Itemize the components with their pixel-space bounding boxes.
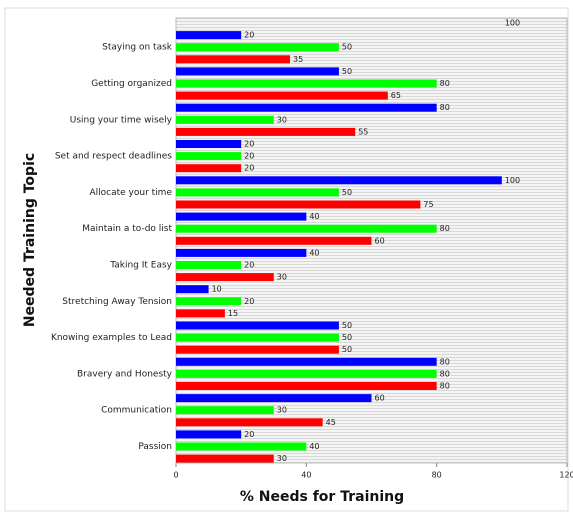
value-label: 20 bbox=[244, 297, 254, 306]
bar bbox=[176, 442, 307, 451]
y-tick-label: Maintain a to-do list bbox=[82, 224, 172, 234]
bar bbox=[176, 152, 242, 161]
bar bbox=[176, 67, 339, 76]
bar bbox=[176, 140, 242, 148]
frame bbox=[4, 7, 569, 512]
bar bbox=[176, 55, 291, 64]
x-tick-label: 40 bbox=[301, 471, 311, 480]
bar bbox=[176, 273, 274, 282]
bar bbox=[176, 321, 339, 330]
value-label: 50 bbox=[342, 345, 352, 354]
bar bbox=[176, 236, 372, 245]
value-label: 60 bbox=[375, 394, 385, 403]
x-tick-label: 80 bbox=[432, 471, 442, 480]
y-axis-title: Needed Training Topic bbox=[22, 153, 38, 327]
value-label: 80 bbox=[440, 357, 450, 366]
bar bbox=[176, 418, 323, 427]
value-label: 40 bbox=[309, 248, 319, 257]
value-label: 80 bbox=[440, 224, 450, 233]
bar bbox=[176, 248, 307, 257]
bar bbox=[176, 200, 421, 209]
value-label: 55 bbox=[358, 127, 368, 136]
bar bbox=[176, 285, 209, 294]
value-label: 35 bbox=[293, 55, 303, 64]
value-label: 50 bbox=[342, 321, 352, 330]
bar bbox=[176, 212, 307, 221]
value-label: 30 bbox=[277, 273, 287, 282]
y-tick-label: Getting organized bbox=[91, 79, 172, 89]
value-label: 50 bbox=[342, 333, 352, 342]
value-label: 50 bbox=[342, 188, 352, 197]
y-tick-label: Bravery and Honesty bbox=[77, 369, 173, 379]
x-tick-label: 0 bbox=[173, 471, 178, 480]
value-label: 60 bbox=[375, 236, 385, 245]
bar bbox=[176, 430, 242, 439]
value-label: 50 bbox=[342, 67, 352, 76]
value-label: 80 bbox=[440, 382, 450, 391]
bar bbox=[176, 224, 437, 233]
value-label: 15 bbox=[228, 309, 238, 318]
bar bbox=[176, 357, 437, 366]
value-label: 40 bbox=[309, 212, 319, 221]
bar bbox=[176, 394, 372, 403]
value-label: 20 bbox=[244, 140, 254, 149]
bar bbox=[176, 261, 242, 269]
value-label: 20 bbox=[244, 31, 254, 40]
y-tick-label: Stretching Away Tension bbox=[62, 297, 172, 307]
value-label: 40 bbox=[309, 442, 319, 451]
value-label: 30 bbox=[277, 454, 287, 463]
value-label: 100 bbox=[505, 176, 520, 185]
value-label: 50 bbox=[342, 43, 352, 52]
y-tick-label: Allocate your time bbox=[90, 188, 173, 198]
bars bbox=[176, 31, 502, 463]
bar bbox=[176, 115, 274, 124]
y-tick-label: Set and respect deadlines bbox=[55, 152, 172, 162]
value-label: 30 bbox=[277, 115, 287, 124]
y-tick-label: Knowing examples to Lead bbox=[51, 333, 172, 343]
bar bbox=[176, 297, 242, 306]
bar bbox=[176, 309, 225, 318]
value-label: 10 bbox=[212, 285, 222, 294]
y-tick-label: Taking It Easy bbox=[109, 261, 172, 271]
bar bbox=[176, 127, 356, 136]
bar bbox=[176, 91, 388, 100]
value-label: 65 bbox=[391, 91, 401, 100]
value-label: 80 bbox=[440, 103, 450, 112]
x-axis-title: % Needs for Training bbox=[240, 489, 404, 505]
value-label: 80 bbox=[440, 369, 450, 378]
value-label: 20 bbox=[244, 164, 254, 173]
value-label: 30 bbox=[277, 406, 287, 415]
bar bbox=[176, 406, 274, 415]
value-label: 45 bbox=[326, 418, 336, 427]
bar bbox=[176, 43, 339, 52]
bar bbox=[176, 345, 339, 354]
x-tick-label: 120 bbox=[559, 471, 573, 480]
bar bbox=[176, 176, 502, 185]
y-tick-label: Staying on task bbox=[102, 43, 173, 53]
bar bbox=[176, 79, 437, 88]
value-label: 75 bbox=[423, 200, 433, 209]
y-tick-label: Passion bbox=[138, 442, 172, 452]
value-label: 100 bbox=[505, 19, 520, 28]
value-label: 20 bbox=[244, 152, 254, 161]
bar bbox=[176, 103, 437, 112]
y-tick-label: Communication bbox=[101, 406, 172, 416]
bar bbox=[176, 454, 274, 463]
bar bbox=[176, 333, 339, 342]
value-label: 20 bbox=[244, 261, 254, 270]
bar bbox=[176, 382, 437, 390]
bar bbox=[176, 164, 242, 173]
value-label: 20 bbox=[244, 430, 254, 439]
bar bbox=[176, 31, 242, 40]
bar bbox=[176, 188, 339, 197]
bar bbox=[176, 369, 437, 378]
value-label: 80 bbox=[440, 79, 450, 88]
y-tick-label: Using your time wisely bbox=[70, 115, 173, 125]
